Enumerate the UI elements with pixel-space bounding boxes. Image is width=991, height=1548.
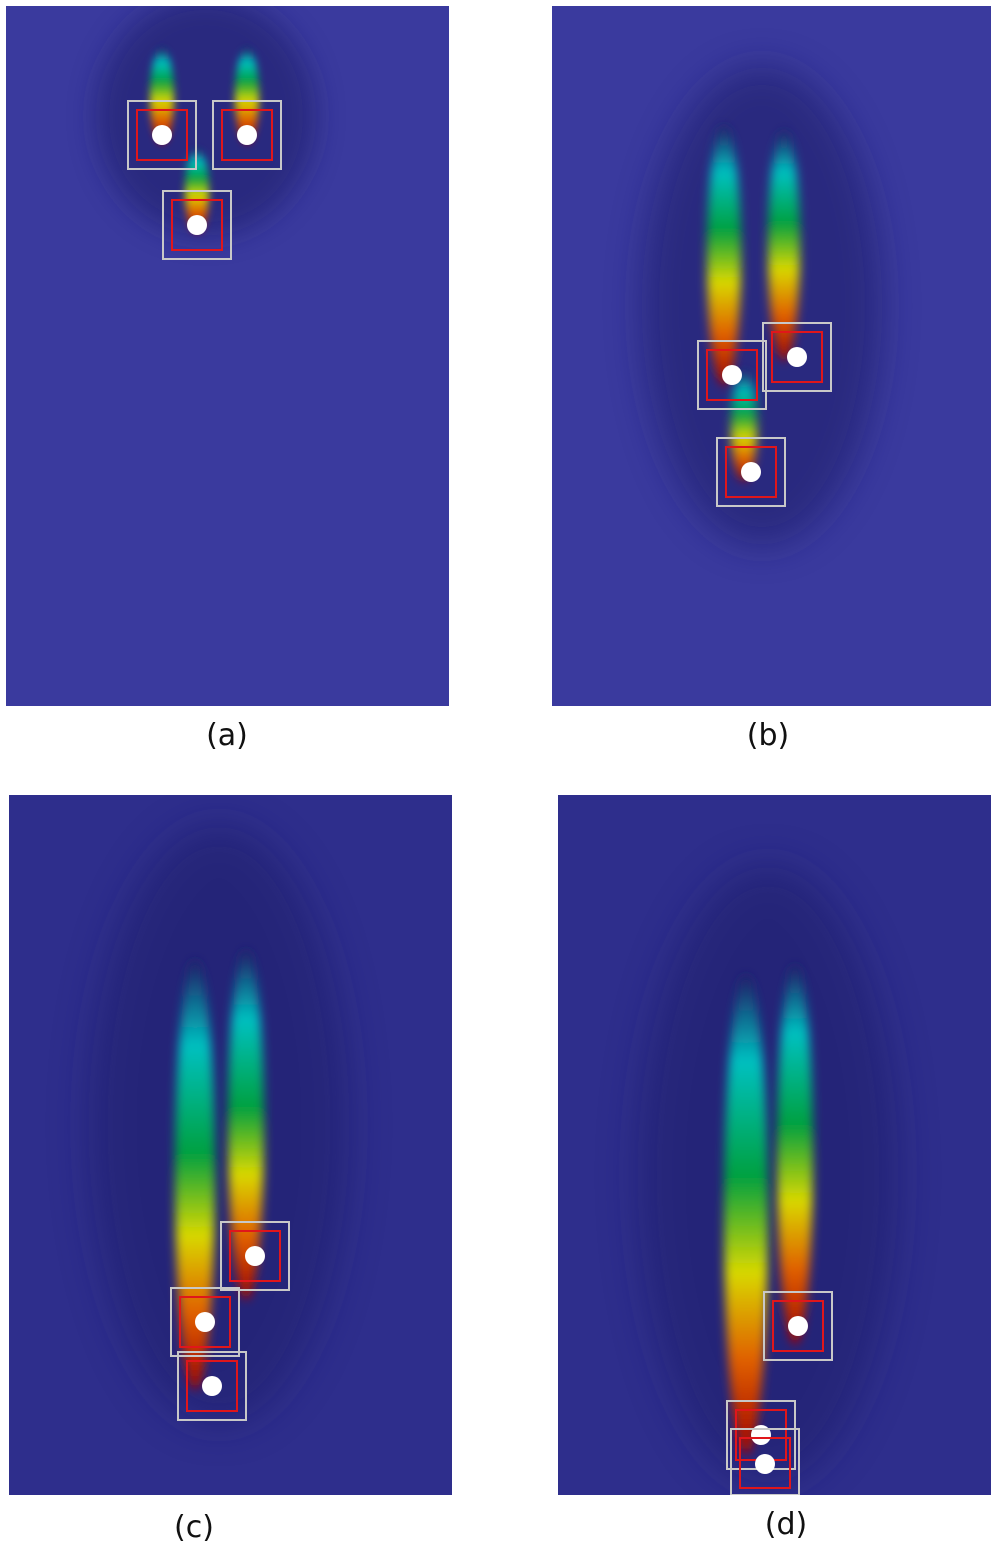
outer-box <box>162 190 232 260</box>
particle <box>722 365 742 385</box>
wake-plume <box>228 950 264 1300</box>
panel-d-field <box>558 795 991 1495</box>
wake-plume <box>150 48 174 144</box>
panel-c-caption: (c) <box>174 1510 214 1545</box>
panel-a-caption: (a) <box>206 718 248 753</box>
inner-box <box>186 1360 238 1412</box>
outer-box <box>127 100 197 170</box>
wake-halo <box>89 825 349 1425</box>
wake-plume <box>235 48 259 144</box>
outer-box <box>762 322 832 392</box>
outer-box <box>212 100 282 170</box>
panel-b-field <box>552 6 991 706</box>
wake-plume <box>731 371 757 481</box>
panel-a <box>6 6 449 706</box>
inner-box <box>739 1437 791 1489</box>
panel-c <box>9 795 452 1495</box>
inner-box <box>179 1296 231 1348</box>
wake-plume <box>768 131 800 361</box>
wake-plume <box>777 965 813 1345</box>
wake-halo <box>638 865 898 1485</box>
particle <box>195 1312 215 1332</box>
wake-plume <box>707 126 741 386</box>
panel-a-field <box>6 6 449 706</box>
wake-plume <box>175 960 215 1390</box>
inner-box <box>772 1300 824 1352</box>
particle <box>202 1376 222 1396</box>
wake-halo <box>96 6 316 236</box>
panel-b-caption: (b) <box>746 718 790 753</box>
inner-box <box>221 109 273 161</box>
outer-box <box>697 340 767 410</box>
wake-plume <box>724 975 768 1455</box>
particle <box>755 1454 775 1474</box>
inner-box <box>171 199 223 251</box>
outer-box <box>170 1287 240 1357</box>
panel-d-caption: (d) <box>764 1507 808 1542</box>
inner-box <box>706 349 758 401</box>
particle <box>787 347 807 367</box>
panel-c-field <box>9 795 452 1495</box>
panel-b <box>552 6 991 706</box>
particle <box>152 125 172 145</box>
inner-box <box>725 446 777 498</box>
outer-box <box>177 1351 247 1421</box>
panel-d <box>558 795 991 1495</box>
particle <box>245 1246 265 1266</box>
outer-box <box>763 1291 833 1361</box>
inner-box <box>136 109 188 161</box>
particle <box>237 125 257 145</box>
outer-box <box>730 1428 800 1495</box>
particle <box>788 1316 808 1336</box>
inner-box <box>771 331 823 383</box>
particle <box>741 462 761 482</box>
wake-halo <box>642 66 882 546</box>
particle <box>187 215 207 235</box>
outer-box <box>716 437 786 507</box>
inner-box <box>229 1230 281 1282</box>
outer-box <box>220 1221 290 1291</box>
